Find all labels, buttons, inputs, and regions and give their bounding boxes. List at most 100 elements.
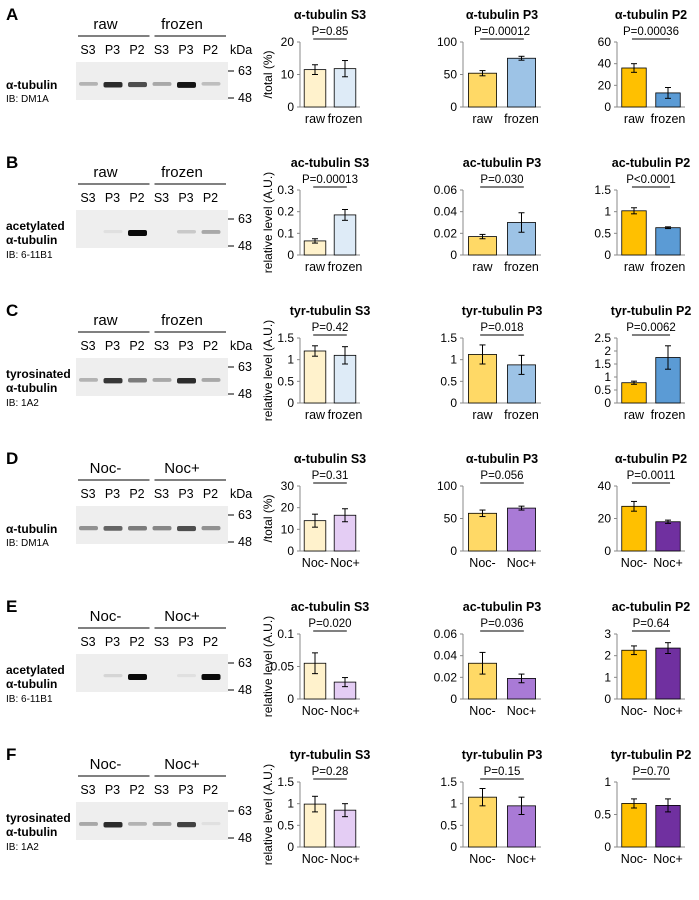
y-tick-label: 1 [604,205,611,219]
y-tick-label: 0.5 [594,383,611,397]
bar-chart: ac-tubulin P3 P=0.030 0 0.02 0.04 0.06 raw froz… [434,156,542,274]
blot-band [177,526,196,532]
y-axis-label: relative level (A.U.) [261,172,275,273]
marker-label: 48 [238,91,252,105]
marker-label: 63 [238,212,252,226]
group-label: frozen [161,16,203,33]
y-tick-label: 1.5 [277,331,294,345]
y-tick-label: 0.5 [594,226,611,240]
lane-label: S3 [154,191,169,205]
y-tick-label: 0 [287,248,294,262]
marker-label: 48 [238,831,252,845]
y-tick-label: 0.3 [277,183,294,197]
western-blot: raw frozen S3 P3 P2 S3 P3 P2 63 48 acetylatedα-tub… [6,164,252,261]
marker-label: 48 [238,683,252,697]
protein-label: α-tubulin [6,381,57,395]
lane-label: P3 [105,43,120,57]
marker-label: 63 [238,804,252,818]
lane-label: S3 [154,43,169,57]
category-label: frozen [651,408,686,422]
lane-label: S3 [80,487,95,501]
p-value: P=0.00036 [623,26,679,38]
bar-chart: α-tubulin S3 P=0.31 0 10 20 30 Noc- Noc+ [281,452,367,570]
lane-label: S3 [154,487,169,501]
category-label: raw [305,260,326,274]
group-label: Noc- [90,756,122,773]
bar [621,67,647,108]
lane-label: S3 [80,339,95,353]
bar [333,214,357,256]
bar-chart: α-tubulin P2 P=0.0011 0 20 40 Noc- Noc+ [598,452,688,570]
lane-label: P2 [203,783,218,797]
y-axis-label: /total (%) [261,494,275,542]
bar [621,649,647,700]
protein-label: α-tubulin [6,522,57,536]
group-label: Noc+ [164,608,200,625]
blot-band [79,526,98,531]
protein-label: α-tubulin [6,233,57,247]
y-axis-label: relative level (A.U.) [261,320,275,421]
y-tick-label: 0 [604,248,611,262]
protein-label: tyrosinated [6,811,71,825]
lane-label: P3 [178,339,193,353]
lane-label: S3 [80,783,95,797]
lane-label: P2 [203,191,218,205]
category-label: frozen [328,408,363,422]
blot-band [103,378,123,384]
y-tick-label: 0 [287,692,294,706]
protein-label: α-tubulin [6,78,57,92]
p-value: P=0.056 [480,470,523,482]
protein-label: acetylated [6,663,65,677]
group-label: raw [93,16,117,33]
lane-label: P3 [178,783,193,797]
kda-label: kDa [230,339,252,353]
p-value: P=0.036 [480,618,523,630]
blot-band [177,82,196,88]
group-label: Noc+ [164,756,200,773]
lane-label: P2 [129,43,144,57]
blot-band [128,378,147,383]
bar-chart: α-tubulin P3 P=0.056 0 50 100 Noc- Noc+ [437,452,541,570]
y-tick-label: 0.06 [434,183,458,197]
antibody-label: IB: DM1A [6,538,49,549]
category-label: Noc- [302,852,328,866]
bar [303,69,327,108]
category-label: Noc- [302,704,328,718]
marker-label: 63 [238,656,252,670]
panel-letter: B [6,153,18,172]
y-tick-label: 0 [604,100,611,114]
marker-label: 48 [238,535,252,549]
y-tick-label: 0.02 [434,226,458,240]
lane-label: P3 [105,339,120,353]
lane-label: P3 [178,191,193,205]
group-label: Noc- [90,460,122,477]
y-tick-label: 0.5 [277,818,294,832]
category-label: Noc- [302,556,328,570]
category-label: raw [624,260,645,274]
bar [468,72,497,108]
lane-label: P3 [105,635,120,649]
category-label: raw [472,408,493,422]
bar [621,505,647,552]
y-tick-label: 30 [281,479,295,493]
y-tick-label: 40 [598,479,612,493]
y-tick-label: 0 [604,840,611,854]
blot-band [201,230,221,234]
y-axis-label: /total (%) [261,50,275,98]
p-value: P=0.28 [312,766,349,778]
y-tick-label: 2 [604,344,611,358]
y-tick-label: 0.5 [277,374,294,388]
lane-label: S3 [154,339,169,353]
p-value: P=0.31 [312,470,349,482]
marker-label: 63 [238,360,252,374]
y-tick-label: 0 [450,100,457,114]
group-label: frozen [161,312,203,329]
y-tick-label: 0 [287,840,294,854]
y-tick-label: 50 [444,68,458,82]
y-tick-label: 1 [450,797,457,811]
lane-label: P2 [129,487,144,501]
chart-title: ac-tubulin P2 [612,156,691,170]
